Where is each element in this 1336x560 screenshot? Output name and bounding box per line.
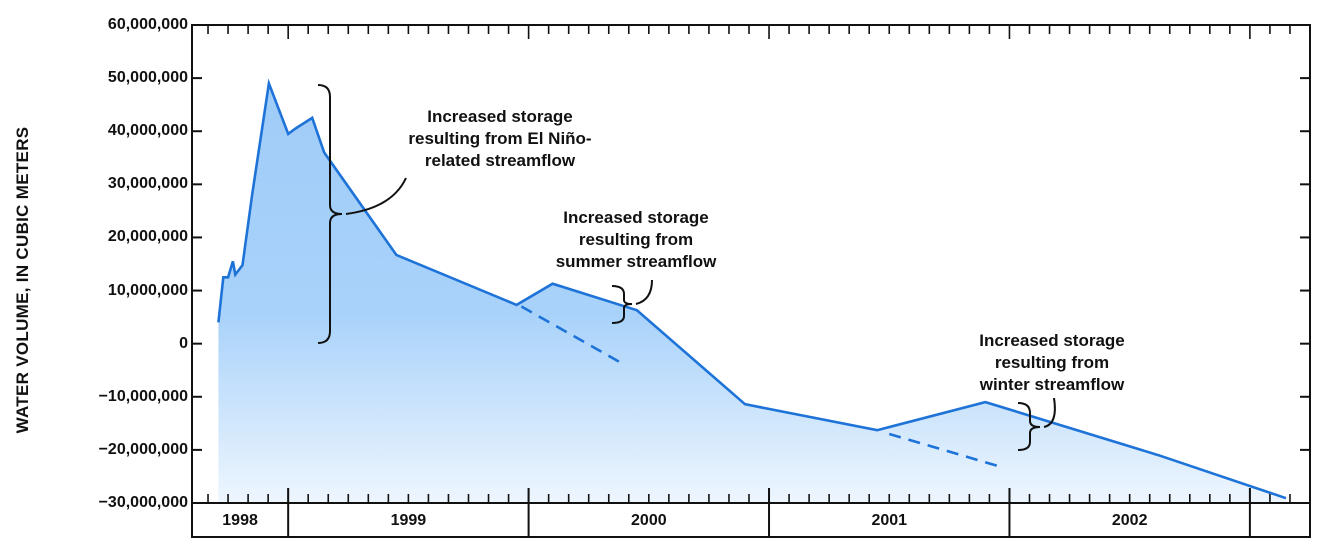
y-tick-label: 20,000,000 <box>107 228 188 246</box>
annotation-line: resulting from El Niño- <box>408 129 592 148</box>
y-tick-label: −10,000,000 <box>98 387 188 405</box>
annotation-brackets <box>317 84 1056 451</box>
y-tick-label: 40,000,000 <box>107 122 188 140</box>
year-label: 1998 <box>222 512 258 529</box>
annotation-line: Increased storage <box>427 107 573 126</box>
y-axis-label: WATER VOLUME, IN CUBIC METERS <box>13 126 32 434</box>
annotation-line: winter streamflow <box>979 375 1125 394</box>
brace-winter <box>1017 402 1041 451</box>
annotation-line: summer streamflow <box>555 252 717 271</box>
year-label: 2000 <box>631 512 667 529</box>
annotation-line: Increased storage <box>979 331 1125 350</box>
y-tick-label: 0 <box>179 334 188 352</box>
annotation-line: related streamflow <box>424 151 576 170</box>
storage-area <box>218 83 1286 504</box>
annotation-el-nino: Increased storage resulting from El Niño… <box>370 106 630 172</box>
annotation-winter: Increased storage resulting from winter … <box>942 330 1162 396</box>
y-tick-label: 30,000,000 <box>107 175 188 193</box>
y-tick-label: 50,000,000 <box>107 69 188 87</box>
annotation-line: resulting from <box>994 353 1110 372</box>
year-label: 2001 <box>871 512 908 529</box>
y-tick-label: 10,000,000 <box>107 281 188 299</box>
y-tick-label: −30,000,000 <box>98 494 188 511</box>
y-tick-label: −20,000,000 <box>98 440 188 458</box>
annotation-line: resulting from <box>578 230 694 249</box>
storage-line <box>217 78 1287 500</box>
leader-winter <box>1043 397 1056 428</box>
brace-summer <box>611 285 633 324</box>
leader-summer <box>635 279 653 305</box>
brace-el-nino <box>317 84 343 344</box>
annotation-summer: Increased storage resulting from summer … <box>526 207 746 273</box>
annotation-line: Increased storage <box>563 208 709 227</box>
year-label: 2002 <box>1111 512 1148 529</box>
y-tick-label: 60,000,000 <box>107 16 188 33</box>
year-label: 1999 <box>390 512 427 529</box>
leader-el-nino <box>345 177 407 215</box>
year-axis-band <box>191 502 1311 538</box>
